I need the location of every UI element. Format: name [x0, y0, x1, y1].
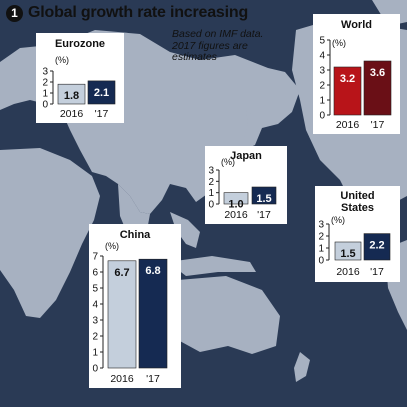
unit-label: (%)	[55, 55, 69, 65]
y-tick-label: 4	[319, 51, 325, 62]
y-tick-label: 1	[318, 244, 324, 255]
y-tick-label: 6	[92, 268, 98, 279]
page-title: Global growth rate increasing	[28, 4, 249, 21]
bar	[333, 66, 362, 116]
bar	[251, 186, 277, 205]
y-tick-label: 2	[319, 81, 325, 92]
japan-chart-panel: Japan (%) 0 1 2 3 1.0 2016 1.5 '17	[205, 146, 287, 224]
category-label: 2016	[336, 266, 360, 278]
bar-value-label: 6.7	[114, 267, 129, 279]
bar-value-label: 3.6	[370, 67, 385, 79]
chart-title: United	[340, 190, 375, 202]
title-row: 1 Global growth rate increasing	[6, 2, 248, 24]
united-states-chart-panel: United States (%) 0 1 2 3 1.5 2016 2.2 '17	[315, 186, 400, 282]
source-note-line: estimates	[172, 51, 217, 63]
category-label: 2016	[224, 209, 248, 221]
bar-value-label: 1.5	[340, 248, 355, 260]
bar	[107, 260, 137, 369]
australia-landmass	[172, 276, 280, 354]
y-tick-label: 1	[319, 96, 325, 107]
category-label: 2016	[60, 108, 84, 120]
bar-value-label: 1.0	[228, 199, 243, 211]
category-label: '17	[95, 108, 109, 120]
y-tick-label: 3	[319, 66, 325, 77]
y-tick-label: 3	[42, 67, 48, 78]
y-tick-label: 3	[92, 316, 98, 327]
africa-landmass	[0, 148, 100, 318]
bar-value-label: 1.5	[256, 193, 271, 205]
y-tick-label: 1	[208, 188, 214, 199]
bar	[138, 258, 168, 369]
bar-value-label: 6.8	[145, 265, 160, 277]
y-tick-label: 4	[92, 300, 98, 311]
bar	[223, 192, 249, 205]
y-tick-label: 0	[208, 200, 214, 211]
category-label: '17	[371, 119, 385, 131]
source-note: Based on IMF data. 2017 figures are esti…	[172, 28, 284, 64]
chart-title: World	[341, 19, 372, 31]
world-bar-chart: (%) 0 1 2 3 4 5 3.2 2016 3.6 '17	[319, 36, 392, 131]
chart-title: Eurozone	[54, 38, 106, 50]
y-tick-label: 3	[318, 220, 324, 231]
bar-value-label: 3.2	[340, 73, 355, 85]
eurozone-chart-panel: Eurozone (%) 0 1 2 3 1.8 2016 2.1 '17	[36, 33, 124, 123]
unit-label: (%)	[221, 157, 235, 167]
y-tick-label: 2	[92, 332, 98, 343]
bar	[363, 60, 392, 116]
bar	[57, 83, 86, 105]
chart-title: China	[119, 229, 151, 241]
y-tick-label: 1	[42, 89, 48, 100]
source-note-line: 2017 figures are	[172, 39, 248, 52]
y-tick-label: 3	[208, 166, 214, 177]
y-tick-label: 0	[319, 111, 325, 122]
bar	[87, 80, 116, 105]
y-tick-label: 0	[42, 100, 48, 111]
y-tick-label: 1	[92, 348, 98, 359]
bar	[334, 241, 362, 261]
y-tick-label: 7	[92, 252, 98, 263]
unit-label: (%)	[105, 241, 119, 251]
section-number-badge: 1	[6, 4, 23, 22]
new-zealand-landmass	[294, 352, 310, 382]
category-label: 2016	[336, 119, 360, 131]
indonesia-landmass	[168, 256, 256, 276]
bar-value-label: 2.2	[369, 240, 384, 252]
world-chart-panel: World (%) 0 1 2 3 4 5 3.2 2016 3.6 '17	[313, 14, 400, 134]
unit-label: (%)	[332, 38, 346, 48]
chart-title: Japan	[230, 150, 262, 162]
category-label: '17	[370, 266, 384, 278]
category-label: '17	[146, 373, 160, 385]
bar-value-label: 2.1	[94, 87, 109, 99]
china-bar-chart: (%) 0 1 2 3 4 5 6 7 6.7 2016 6.8 '17	[92, 241, 168, 385]
japan-landmass	[244, 108, 258, 146]
bar	[363, 233, 391, 261]
source-note-line: Based on IMF data.	[172, 28, 264, 40]
y-tick-label: 5	[319, 36, 325, 47]
y-tick-label: 0	[318, 256, 324, 267]
southeast-asia-landmass	[170, 212, 200, 248]
bar-value-label: 1.8	[64, 90, 79, 102]
y-tick-label: 2	[208, 177, 214, 188]
unit-label: (%)	[331, 215, 345, 225]
y-tick-label: 2	[318, 232, 324, 243]
y-tick-label: 0	[92, 364, 98, 375]
china-chart-panel: China (%) 0 1 2 3 4 5 6 7 6.7 2016 6.8 '17	[89, 224, 181, 388]
y-tick-label: 2	[42, 78, 48, 89]
category-label: '17	[257, 209, 271, 221]
y-tick-label: 5	[92, 284, 98, 295]
category-label: 2016	[110, 373, 134, 385]
chart-title: States	[340, 202, 375, 214]
